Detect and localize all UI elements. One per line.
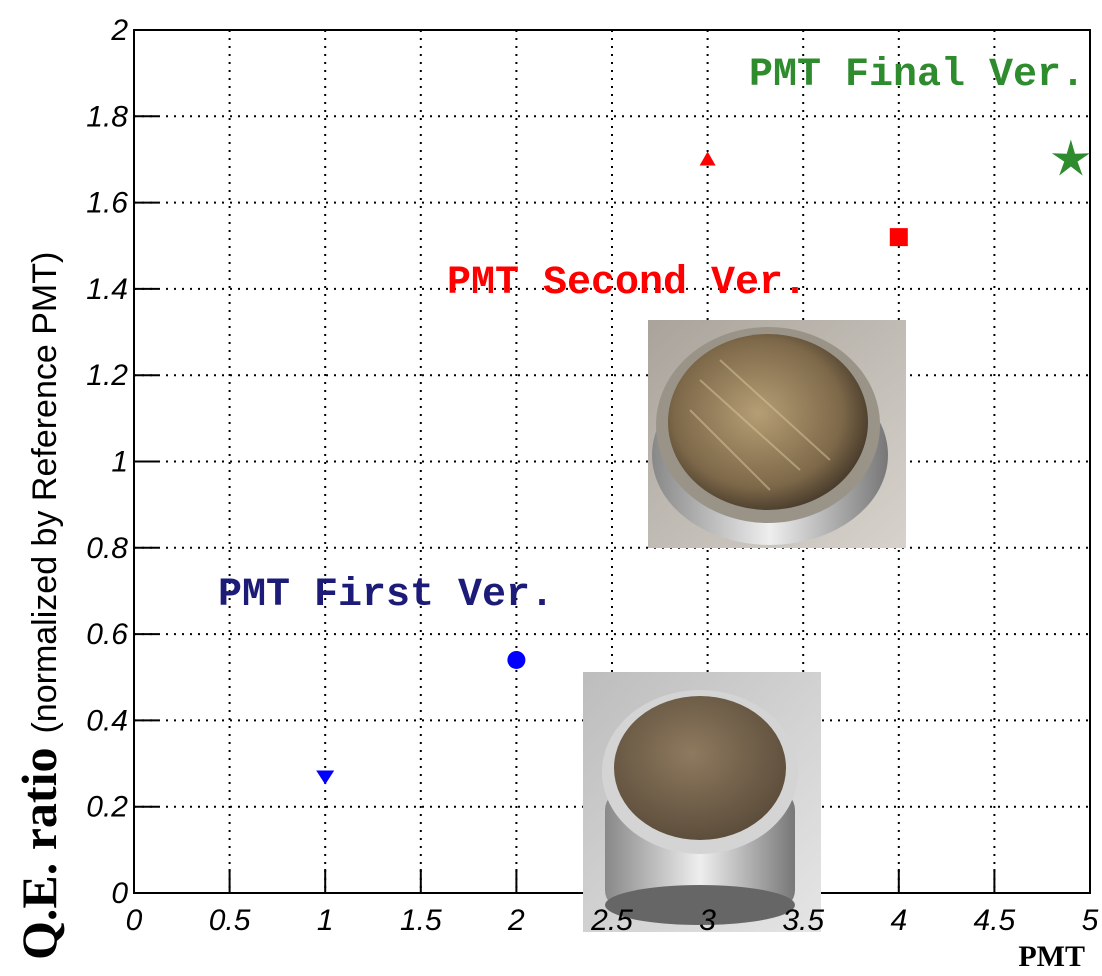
photo-first-version bbox=[583, 672, 821, 932]
y-tick-label: 0.4 bbox=[86, 704, 128, 737]
point bbox=[1052, 139, 1090, 175]
y-axis-note: (normalized by Reference PMT) bbox=[26, 252, 64, 734]
photo-second-version bbox=[648, 320, 906, 548]
y-tick-label: 1.6 bbox=[86, 187, 128, 220]
y-tick-label: 0 bbox=[111, 877, 128, 910]
y-axis-label: Q.E. ratio (normalized by Reference PMT) bbox=[11, 252, 67, 960]
x-tick-label: 0 bbox=[126, 904, 143, 937]
series-label: PMT Final Ver. bbox=[749, 53, 1085, 98]
x-tick-label: 1.5 bbox=[400, 904, 442, 937]
point bbox=[700, 151, 716, 165]
x-tick-label: 0.5 bbox=[209, 904, 251, 937]
x-tick-label: 1 bbox=[317, 904, 334, 937]
page: {"chart_data": { "type": "scatter", "xla… bbox=[0, 0, 1102, 976]
y-tick-label: 1 bbox=[111, 446, 128, 479]
x-tick-label: 2 bbox=[507, 904, 525, 937]
point bbox=[890, 228, 908, 246]
y-tick-label: 1.8 bbox=[86, 100, 128, 133]
x-tick-label: 3 bbox=[699, 904, 716, 937]
y-tick-label: 0.8 bbox=[86, 532, 128, 565]
series-label: PMT First Ver. bbox=[218, 573, 554, 618]
x-tick-label: 4 bbox=[890, 904, 907, 937]
x-axis-label: PMT bbox=[1018, 940, 1085, 973]
chart: PMT Q.E. ratio (normalized by Reference P… bbox=[0, 0, 1102, 976]
x-tick-label: 5 bbox=[1082, 904, 1099, 937]
y-tick-label: 0.6 bbox=[86, 618, 128, 651]
y-axis-title: Q.E. ratio bbox=[11, 748, 67, 960]
y-tick-label: 1.2 bbox=[86, 359, 128, 392]
point bbox=[316, 770, 334, 784]
y-tick-label: 2 bbox=[110, 14, 128, 47]
y-tick-label: 0.2 bbox=[86, 791, 128, 824]
point bbox=[507, 651, 525, 669]
x-tick-label: 2.5 bbox=[590, 904, 633, 937]
y-tick-label: 1.4 bbox=[86, 273, 128, 306]
x-tick-label: 3.5 bbox=[782, 904, 824, 937]
labels: PMT Q.E. ratio (normalized by Reference P… bbox=[11, 14, 1099, 973]
x-tick-label: 4.5 bbox=[974, 904, 1016, 937]
series-label: PMT Second Ver. bbox=[447, 261, 807, 306]
